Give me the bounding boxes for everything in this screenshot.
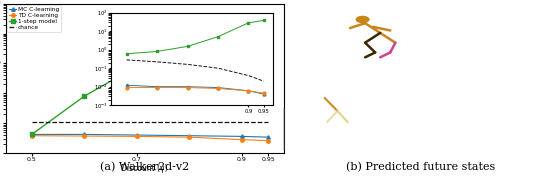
MC C-learning: [238, 135, 245, 137]
MC C-learning: [265, 136, 272, 138]
chance: [238, 121, 245, 123]
X-axis label: Discount (γ): Discount (γ): [121, 164, 168, 173]
chance: [265, 121, 272, 123]
MC C-learning: [81, 133, 88, 135]
MC C-learning: [134, 134, 140, 136]
Circle shape: [356, 16, 369, 23]
chance: [81, 121, 88, 123]
Line: 1-step model: 1-step model: [30, 14, 270, 136]
1-step model: [29, 133, 35, 135]
Line: TD C-learning: TD C-learning: [30, 134, 270, 142]
TD C-learning: [186, 136, 193, 138]
TD C-learning: [265, 140, 272, 142]
Line: MC C-learning: MC C-learning: [30, 133, 270, 139]
1-step model: [134, 65, 140, 67]
chance: [186, 121, 193, 123]
Text: (a) Walker2d-v2: (a) Walker2d-v2: [100, 161, 189, 172]
TD C-learning: [134, 135, 140, 137]
MC C-learning: [186, 135, 193, 137]
1-step model: [265, 15, 272, 17]
1-step model: [238, 19, 245, 21]
MC C-learning: [29, 133, 35, 135]
Circle shape: [325, 102, 340, 113]
TD C-learning: [238, 139, 245, 141]
Legend: MC C-learning, TD C-learning, 1-step model, chance: MC C-learning, TD C-learning, 1-step mod…: [7, 5, 61, 32]
TD C-learning: [29, 135, 35, 137]
Text: (b) Predicted future states: (b) Predicted future states: [346, 161, 495, 172]
chance: [29, 121, 35, 123]
chance: [134, 121, 140, 123]
1-step model: [81, 95, 88, 97]
1-step model: [186, 35, 193, 37]
TD C-learning: [81, 135, 88, 137]
